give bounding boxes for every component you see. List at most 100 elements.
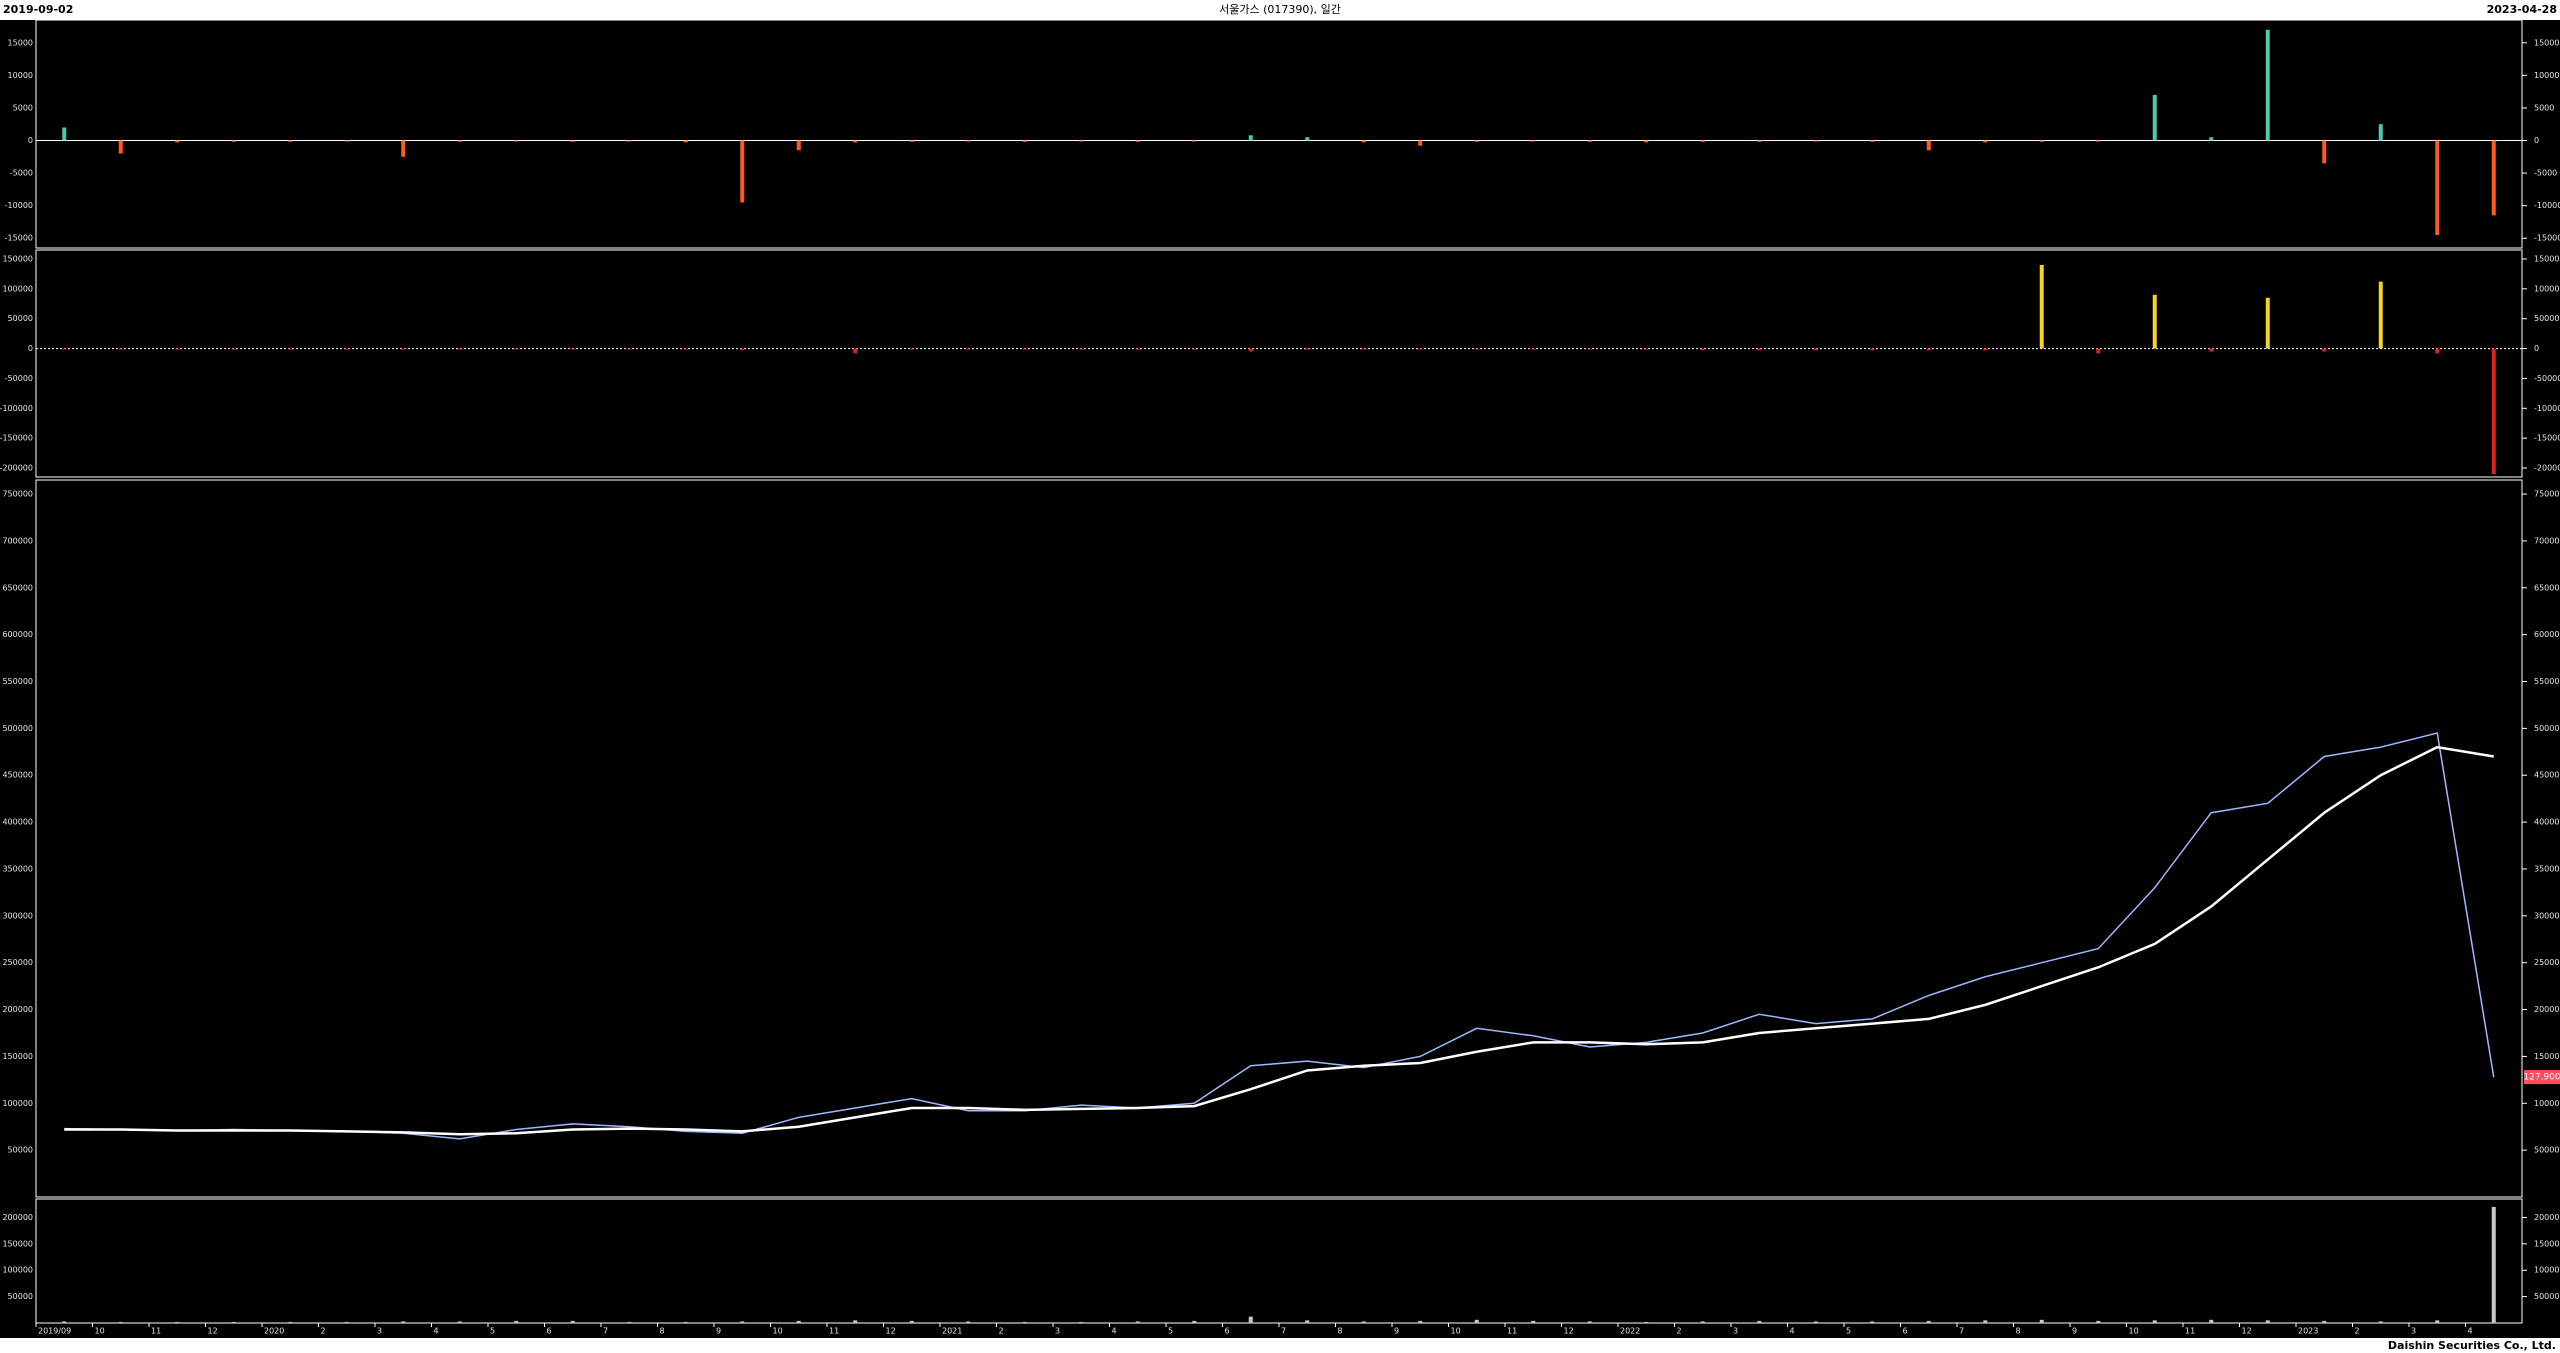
bar: [1079, 140, 1084, 142]
bar: [1757, 140, 1762, 142]
x-tick-label: 6: [547, 1327, 552, 1336]
bar: [288, 1321, 293, 1323]
bar: [627, 1321, 632, 1323]
x-tick-label: 5: [1846, 1327, 1851, 1336]
bar: [1644, 1321, 1649, 1323]
bar: [514, 140, 519, 142]
x-tick-label: 2023: [2298, 1327, 2318, 1336]
x-tick-label: 10: [773, 1327, 783, 1336]
bar: [2152, 294, 2157, 349]
y2-tick-label: 250000: [2534, 958, 2560, 967]
x-tick-label: 9: [1394, 1327, 1399, 1336]
panel-frame: [35, 479, 2523, 1198]
x-tick-label: 12: [208, 1327, 218, 1336]
bar: [1926, 348, 1931, 351]
bar: [1757, 1320, 1762, 1323]
bar: [457, 1321, 462, 1323]
x-tick-label: 11: [2185, 1327, 2195, 1336]
x-tick-label: 4: [1112, 1327, 1117, 1336]
y-tick-label: -5000: [10, 169, 33, 178]
y2-tick-label: -15000: [2534, 234, 2560, 243]
bar: [1192, 348, 1197, 350]
bar: [2265, 297, 2270, 349]
bar: [740, 348, 745, 351]
bar: [118, 348, 123, 350]
bar: [2378, 1321, 2383, 1323]
y-tick-label: 400000: [2, 818, 33, 827]
y2-tick-label: -5000: [2534, 169, 2557, 178]
y2-tick-label: 550000: [2534, 677, 2560, 686]
panel-frame: [35, 1198, 2523, 1324]
bar: [683, 140, 688, 143]
x-tick-label: 8: [660, 1327, 665, 1336]
x-tick-label: 6: [1225, 1327, 1230, 1336]
y-tick-label: 50000: [8, 1146, 33, 1155]
y-tick-label: 150000: [2, 1239, 33, 1248]
bar: [175, 140, 180, 143]
bar: [2378, 124, 2383, 141]
x-tick-label: 10: [1451, 1327, 1461, 1336]
bar: [1418, 140, 1423, 146]
bar: [1813, 140, 1818, 142]
bar: [570, 348, 575, 350]
y-tick-label: 600000: [2, 630, 33, 639]
bar: [1305, 137, 1310, 141]
bar: [796, 348, 801, 350]
y2-tick-label: 400000: [2534, 818, 2560, 827]
bar: [2491, 140, 2496, 216]
y-tick-label: 150000: [2, 254, 33, 263]
y2-tick-label: 600000: [2534, 630, 2560, 639]
x-tick-label: 8: [2016, 1327, 2021, 1336]
y-tick-label: -100000: [0, 404, 33, 413]
bar: [1135, 1321, 1140, 1323]
bar: [1531, 140, 1536, 142]
bar: [1644, 140, 1649, 143]
bar: [1813, 1321, 1818, 1323]
y-tick-label: 0: [28, 136, 33, 145]
x-tick-label: 2022: [1620, 1327, 1640, 1336]
bar: [2322, 140, 2327, 164]
start-date: 2019-09-02: [3, 3, 73, 16]
bar: [740, 1321, 745, 1323]
y-tick-label: 15000: [8, 38, 33, 47]
bar: [1870, 1321, 1875, 1323]
y-tick-label: 200000: [2, 1005, 33, 1014]
bar: [853, 140, 858, 143]
bar: [1983, 140, 1988, 143]
y2-tick-label: 700000: [2534, 536, 2560, 545]
bar: [2322, 1320, 2327, 1323]
x-tick-label: 11: [829, 1327, 839, 1336]
bar: [1700, 1321, 1705, 1323]
bar: [2096, 140, 2101, 142]
bar: [966, 348, 971, 350]
y2-tick-label: 450000: [2534, 771, 2560, 780]
y-tick-label: 10000: [8, 71, 33, 80]
bar: [344, 348, 349, 350]
x-tick-label: 7: [603, 1327, 608, 1336]
bar: [231, 140, 236, 142]
y-tick-label: 500000: [2, 724, 33, 733]
x-tick-label: 4: [434, 1327, 439, 1336]
x-tick-label: 4: [1790, 1327, 1795, 1336]
x-tick-label: 3: [377, 1327, 382, 1336]
bar: [1983, 348, 1988, 351]
bar: [288, 140, 293, 142]
bar: [1474, 140, 1479, 142]
y2-tick-label: 200000: [2534, 1005, 2560, 1014]
x-tick-label: 10: [95, 1327, 105, 1336]
bar: [514, 1320, 519, 1323]
bar: [2096, 348, 2101, 354]
bar: [118, 1321, 123, 1323]
bar: [1361, 140, 1366, 143]
y2-tick-label: 150000: [2534, 1052, 2560, 1061]
y-tick-label: 150000: [2, 1052, 33, 1061]
bar: [2491, 348, 2496, 475]
bar: [1248, 135, 1253, 141]
bar: [1135, 348, 1140, 350]
y2-tick-label: 50000: [2534, 1146, 2559, 1155]
bar: [2039, 140, 2044, 142]
bar: [1022, 140, 1027, 142]
y2-tick-label: 350000: [2534, 864, 2560, 873]
footer-bar: [0, 1338, 2560, 1353]
bar: [231, 348, 236, 350]
